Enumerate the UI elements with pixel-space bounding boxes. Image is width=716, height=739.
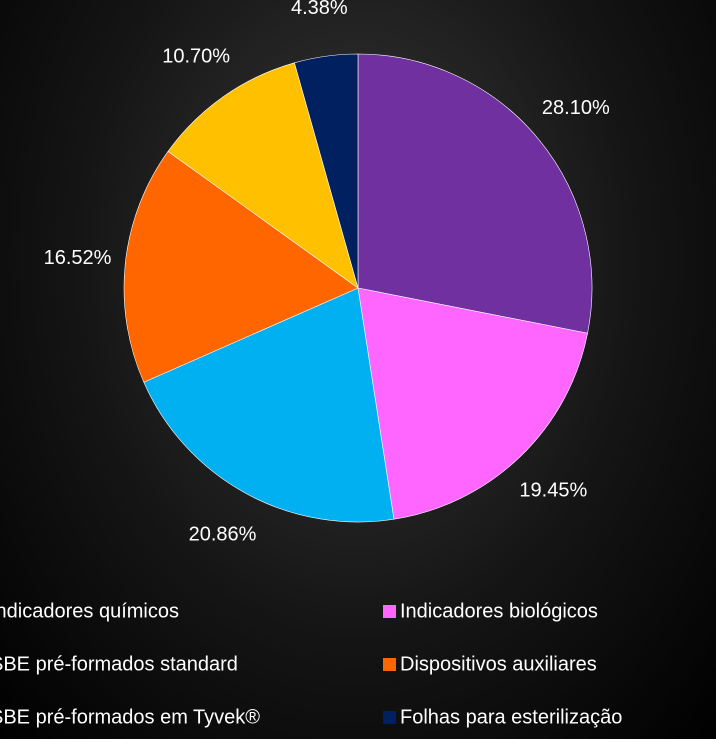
legend-label: Dispositivos auxiliares — [400, 653, 597, 675]
legend-swatch — [383, 605, 396, 618]
legend-swatch — [383, 658, 396, 671]
legend-label: SBE pré-formados em Tyvek® — [0, 706, 260, 728]
legend-label: SBE pré-formados standard — [0, 653, 238, 675]
data-label: 16.52% — [44, 247, 112, 269]
pie-slice — [143, 287, 395, 523]
legend-label: Folhas para esterilização — [400, 706, 622, 728]
legend-label: Indicadores biológicos — [400, 600, 598, 622]
data-label: 10.70% — [162, 45, 230, 67]
legend-label: Indicadores químicos — [0, 600, 179, 622]
legend-swatch — [383, 711, 396, 724]
data-label: 4.38% — [291, 0, 348, 19]
pie-slice — [357, 287, 588, 520]
pie-slice — [357, 53, 593, 334]
data-label: 28.10% — [542, 97, 610, 119]
data-label: 19.45% — [519, 480, 587, 502]
data-label: 20.86% — [189, 524, 257, 546]
pie-slice — [294, 53, 359, 289]
pie-slice — [123, 150, 359, 383]
pie-slice — [167, 62, 359, 289]
